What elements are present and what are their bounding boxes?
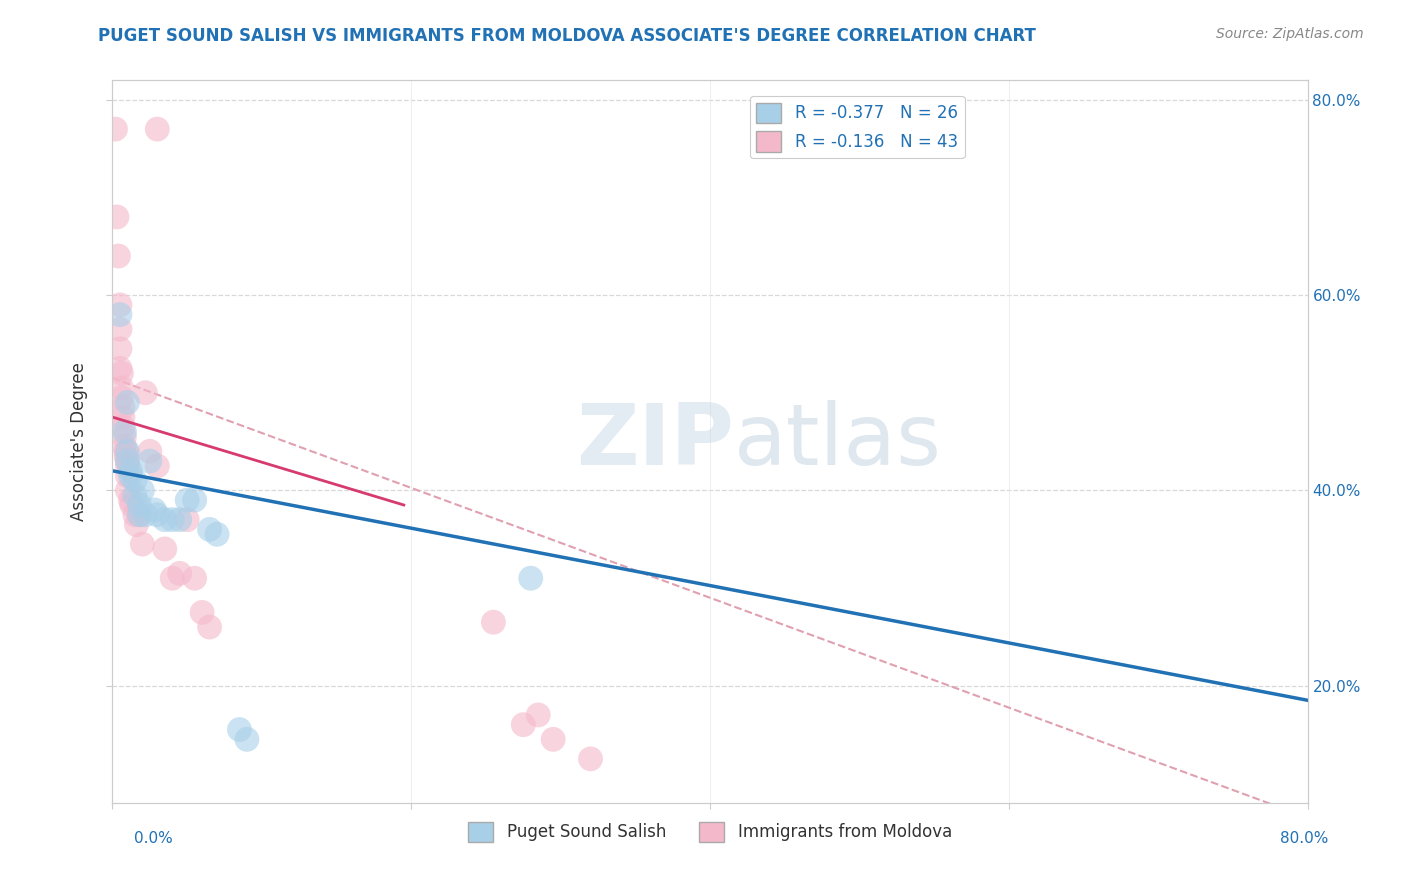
Point <box>125 517 148 532</box>
Point <box>110 381 132 395</box>
Point <box>128 508 150 522</box>
Point <box>162 571 183 585</box>
Text: 0.0%: 0.0% <box>134 831 173 846</box>
Point <box>115 449 138 463</box>
Point <box>111 401 134 415</box>
Point <box>183 571 205 585</box>
Point <box>176 513 198 527</box>
Point <box>111 420 134 434</box>
Point <box>124 488 146 502</box>
Point <box>117 454 139 468</box>
Point <box>107 249 129 263</box>
Point <box>236 732 259 747</box>
Point <box>228 723 250 737</box>
Point <box>128 498 150 512</box>
Point <box>104 122 127 136</box>
Point <box>143 503 166 517</box>
Point <box>117 454 139 468</box>
Point <box>541 732 564 747</box>
Point <box>117 395 139 409</box>
Text: 80.0%: 80.0% <box>1281 831 1329 846</box>
Point <box>482 615 505 630</box>
Point <box>124 508 146 522</box>
Legend: Puget Sound Salish, Immigrants from Moldova: Puget Sound Salish, Immigrants from Mold… <box>461 815 959 848</box>
Point <box>134 508 156 522</box>
Point <box>108 322 131 336</box>
Point <box>146 458 169 473</box>
Point <box>176 493 198 508</box>
Point <box>153 541 176 556</box>
Text: PUGET SOUND SALISH VS IMMIGRANTS FROM MOLDOVA ASSOCIATE'S DEGREE CORRELATION CHA: PUGET SOUND SALISH VS IMMIGRANTS FROM MO… <box>98 27 1036 45</box>
Point <box>146 122 169 136</box>
Point <box>146 508 169 522</box>
Point <box>520 571 543 585</box>
Point <box>579 752 602 766</box>
Point <box>117 468 139 483</box>
Point <box>120 464 142 478</box>
Point <box>121 498 143 512</box>
Point <box>527 707 550 722</box>
Point <box>512 717 534 731</box>
Text: ZIP: ZIP <box>576 400 734 483</box>
Point <box>114 425 135 439</box>
Point <box>124 474 146 488</box>
Point <box>114 439 135 453</box>
Point <box>162 513 183 527</box>
Point <box>198 620 221 634</box>
Point <box>108 298 131 312</box>
Point <box>108 361 131 376</box>
Point <box>108 308 131 322</box>
Point <box>110 391 132 405</box>
Point <box>120 493 142 508</box>
Point <box>117 483 139 498</box>
Point <box>134 385 156 400</box>
Point <box>139 444 162 458</box>
Point <box>169 566 191 581</box>
Point <box>108 342 131 356</box>
Point <box>111 410 134 425</box>
Point <box>183 493 205 508</box>
Point <box>198 523 221 537</box>
Point <box>169 513 191 527</box>
Text: Source: ZipAtlas.com: Source: ZipAtlas.com <box>1216 27 1364 41</box>
Point <box>139 454 162 468</box>
Point <box>128 508 150 522</box>
Point <box>153 513 176 527</box>
Point <box>205 527 228 541</box>
Text: atlas: atlas <box>734 400 942 483</box>
Point <box>117 444 139 458</box>
Point <box>131 483 153 498</box>
Point <box>131 537 153 551</box>
Point <box>110 366 132 380</box>
Point <box>105 210 128 224</box>
Y-axis label: Associate's Degree: Associate's Degree <box>70 362 89 521</box>
Point <box>115 444 138 458</box>
Point <box>120 468 142 483</box>
Point <box>191 606 214 620</box>
Point <box>117 458 139 473</box>
Point <box>114 430 135 444</box>
